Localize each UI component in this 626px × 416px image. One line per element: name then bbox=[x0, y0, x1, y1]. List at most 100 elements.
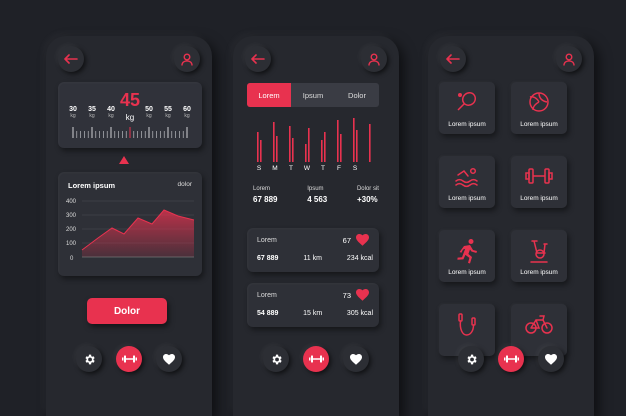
gear-icon bbox=[84, 354, 95, 364]
bar bbox=[257, 132, 259, 162]
stat-item: Dolor sit +30% bbox=[356, 186, 379, 204]
dumbbell-icon bbox=[525, 168, 553, 184]
profile-button[interactable] bbox=[174, 46, 200, 72]
chart-link[interactable]: dolor bbox=[177, 181, 192, 188]
area-chart: 400 300 200 100 0 bbox=[66, 199, 195, 262]
primary-button[interactable]: Dolor bbox=[87, 298, 167, 324]
ruler-ticks bbox=[72, 127, 188, 138]
y-tick: 300 bbox=[66, 213, 77, 219]
sport-tile-cycling-machine[interactable]: Lorem ipsum bbox=[511, 230, 567, 282]
exercise-bike-icon bbox=[530, 240, 548, 263]
bicycle-icon bbox=[525, 315, 553, 334]
y-tick: 100 bbox=[66, 241, 77, 247]
dumbbell-icon bbox=[308, 355, 324, 363]
bar bbox=[353, 118, 355, 162]
chart-title: Lorem ipsum bbox=[68, 181, 116, 190]
activity-card[interactable]: Lorem 73 54 889 15 km 305 kcal bbox=[247, 283, 379, 327]
back-button[interactable] bbox=[440, 46, 466, 72]
ruler-tick: 30 kg bbox=[69, 106, 77, 119]
sport-tile-volleyball[interactable]: Lorem ipsum bbox=[511, 82, 567, 134]
bar bbox=[340, 134, 342, 162]
nav-favorites-button[interactable] bbox=[538, 346, 564, 372]
day-label: W bbox=[303, 165, 311, 172]
activity-title: Lorem bbox=[257, 237, 277, 244]
bar bbox=[356, 130, 358, 162]
heart-icon[interactable] bbox=[356, 234, 369, 246]
arrow-left-icon bbox=[251, 54, 265, 64]
y-tick: 0 bbox=[70, 256, 74, 262]
activity-card[interactable]: Lorem 67 67 889 11 km 234 kcal bbox=[247, 228, 379, 272]
sport-tile-weights[interactable]: Lorem ipsum bbox=[511, 156, 567, 208]
day-label: M bbox=[272, 165, 278, 172]
back-button[interactable] bbox=[245, 46, 271, 72]
bar bbox=[273, 122, 275, 162]
bar bbox=[369, 124, 371, 162]
weight-value: 45 bbox=[119, 90, 141, 110]
arrow-left-icon bbox=[446, 54, 460, 64]
swimming-icon bbox=[455, 167, 478, 188]
profile-button[interactable] bbox=[556, 46, 582, 72]
bottom-nav bbox=[46, 346, 212, 372]
tennis-racket-icon bbox=[457, 92, 477, 111]
jump-rope-icon bbox=[458, 313, 476, 336]
sport-tile-tennis[interactable]: Lorem ipsum bbox=[439, 82, 495, 134]
user-icon bbox=[181, 53, 193, 66]
ruler-pointer-icon bbox=[119, 156, 129, 164]
summary-stats: Lorem 67 889 Ipsum 4 563 Dolor sit +30% bbox=[253, 186, 379, 204]
bar bbox=[308, 128, 310, 162]
nav-workout-button[interactable] bbox=[116, 346, 142, 372]
ruler-tick: 40 kg bbox=[107, 106, 115, 119]
nav-settings-button[interactable] bbox=[458, 346, 484, 372]
activity-title: Lorem bbox=[257, 292, 277, 299]
volleyball-icon bbox=[529, 92, 549, 112]
progress-chart-card: Lorem ipsum dolor 400 300 200 100 0 bbox=[58, 172, 202, 276]
bar bbox=[276, 136, 278, 162]
heart-icon[interactable] bbox=[356, 289, 369, 301]
day-label: S bbox=[352, 165, 358, 172]
heart-icon bbox=[545, 353, 557, 365]
profile-button[interactable] bbox=[361, 46, 387, 72]
bottom-nav bbox=[233, 346, 399, 372]
day-label: T bbox=[289, 165, 293, 172]
day-label: F bbox=[337, 165, 341, 172]
sport-tile-swimming[interactable]: Lorem ipsum bbox=[439, 156, 495, 208]
tab-ipsum[interactable]: Ipsum bbox=[302, 90, 324, 100]
bar bbox=[289, 126, 291, 162]
nav-settings-button[interactable] bbox=[76, 346, 102, 372]
bar bbox=[324, 132, 326, 162]
nav-favorites-button[interactable] bbox=[343, 346, 369, 372]
back-button[interactable] bbox=[58, 46, 84, 72]
bar bbox=[337, 120, 339, 162]
user-icon bbox=[368, 53, 380, 66]
weekly-bar-chart bbox=[257, 118, 371, 162]
activity-metrics: 67 889 11 km 234 kcal bbox=[257, 255, 373, 262]
day-labels: S M T W T F S bbox=[247, 165, 379, 175]
stat-item: Lorem 67 889 bbox=[253, 186, 278, 204]
sport-tile-running[interactable]: Lorem ipsum bbox=[439, 230, 495, 282]
like-count: 73 bbox=[342, 291, 351, 300]
activity-metrics: 54 889 15 km 305 kcal bbox=[257, 310, 373, 317]
dumbbell-icon bbox=[121, 355, 137, 363]
tab-dolor[interactable]: Dolor bbox=[348, 90, 366, 100]
tab-lorem[interactable]: Lorem bbox=[247, 83, 291, 107]
nav-workout-button[interactable] bbox=[498, 346, 524, 372]
nav-workout-button[interactable] bbox=[303, 346, 329, 372]
period-tabs: Lorem Ipsum Dolor bbox=[247, 83, 379, 107]
y-tick: 400 bbox=[66, 199, 77, 205]
nav-favorites-button[interactable] bbox=[156, 346, 182, 372]
sports-screen: Lorem ipsum Lorem ipsum Lorem ipsum Lore… bbox=[428, 36, 594, 416]
bar bbox=[292, 138, 294, 162]
day-label: T bbox=[321, 165, 325, 172]
ruler-tick: 55 kg bbox=[164, 106, 172, 119]
bar bbox=[260, 140, 262, 162]
ruler-tick: 60 kg bbox=[183, 106, 191, 119]
area-series-line bbox=[81, 209, 195, 251]
ruler-tick: 50 kg bbox=[145, 106, 153, 119]
nav-settings-button[interactable] bbox=[263, 346, 289, 372]
like-count: 67 bbox=[342, 236, 351, 245]
ruler-tick-selected: 45kg bbox=[125, 113, 135, 122]
